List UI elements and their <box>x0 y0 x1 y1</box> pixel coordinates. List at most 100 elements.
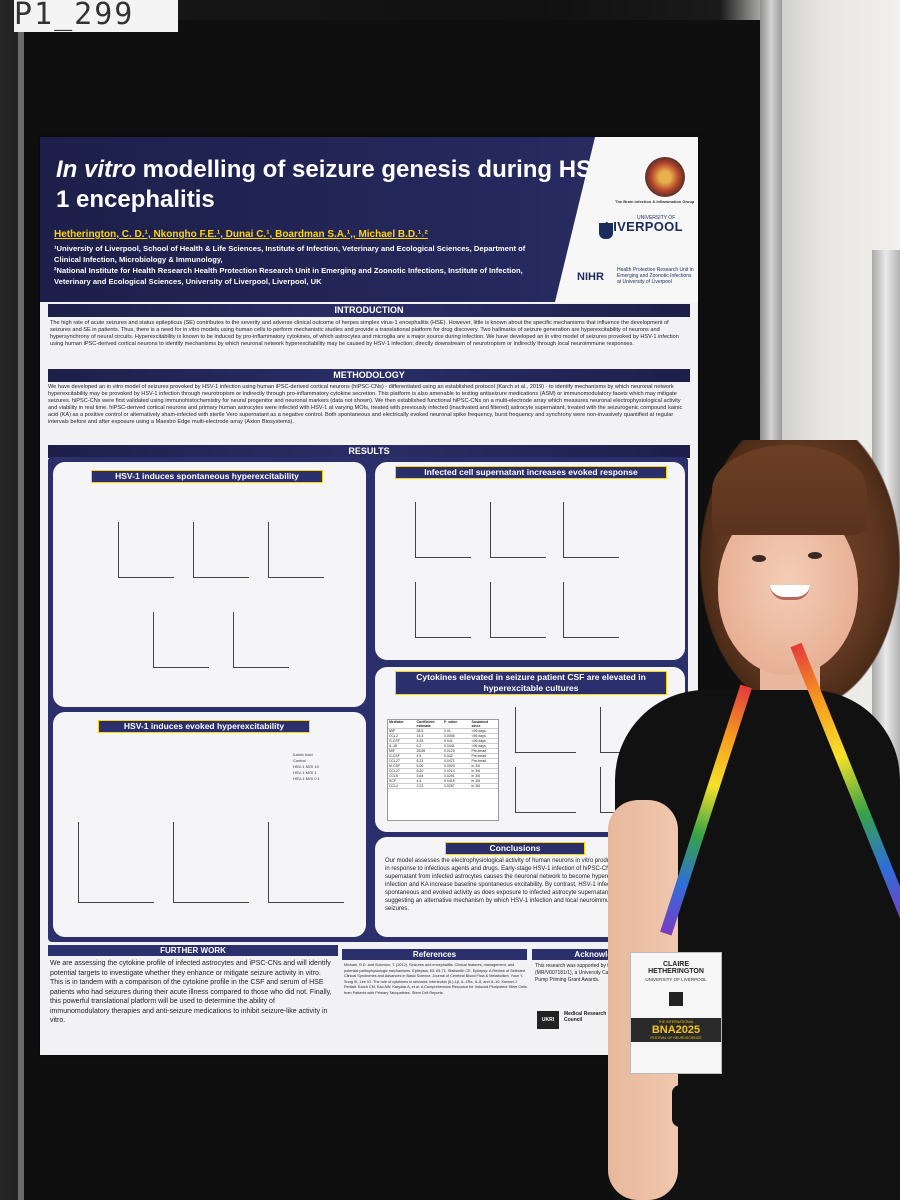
burst-frequency-chart <box>153 612 209 668</box>
left-eye-icon <box>752 555 766 562</box>
panel-evoked: HSV-1 induces evoked hyperexcitability K… <box>53 712 366 937</box>
evoked-chart-2 <box>173 822 249 903</box>
network-burst-chart <box>268 522 324 578</box>
poster: In vitro modelling of seizure genesis du… <box>40 137 698 1055</box>
table-cell: <96 days <box>471 739 486 743</box>
table-cell: CCL27 <box>389 769 400 773</box>
table-cell: 0.0929 <box>444 764 455 768</box>
evoked-legend: Kainic Acid Control HSV-1 MOI 10 HSV-1 M… <box>293 752 320 782</box>
table-row: CCL27 6.20 0.0214 in 3/6 <box>388 769 498 774</box>
table-cell: 8.23 <box>416 759 424 763</box>
table-cell: G-CSF <box>389 739 400 743</box>
legend-item: HSV-1 MOI 0.1 <box>293 776 320 781</box>
results-background: HSV-1 induces spontaneous hyperexcitabil… <box>48 457 688 942</box>
supernatant-chart-4 <box>415 582 471 638</box>
table-cell: 4.5 <box>416 754 422 758</box>
table-cell: Pre-tread <box>471 749 487 753</box>
table-row: G-CSF 4.5 0.042 Pre-tread <box>388 754 498 759</box>
evoked-chart-3 <box>268 822 344 903</box>
table-row: CCL27 8.23 0.0471 Pre-tread <box>388 759 498 764</box>
table-cell: 0.0006 <box>444 734 455 738</box>
qr-code-icon <box>669 992 683 1006</box>
synchrony-chart <box>233 612 289 668</box>
table-row: SCF 4.4 0.0415 in 3/6 <box>388 779 498 784</box>
table-cell: in 3/6 <box>471 769 481 773</box>
name-badge: CLAIRE HETHERINGTON UNIVERSITY OF LIVERP… <box>630 952 722 1074</box>
supernatant-chart-2 <box>490 502 546 558</box>
badge-event-small: THE INTERNATIONAL <box>658 1020 694 1024</box>
evoked-chart-1 <box>78 822 154 903</box>
smartwatch-icon <box>672 1085 702 1127</box>
table-row: IL-18 6.2 0.0441 <96 days <box>388 744 498 749</box>
supernatant-chart-5 <box>490 582 546 638</box>
introduction-heading: INTRODUCTION <box>48 304 690 317</box>
table-cell: 0.0214 <box>444 769 455 773</box>
table-row: CCL4 3.23 0.0287 in 3/6 <box>388 784 498 789</box>
table-row: MIP 28.5 0.01 <96 days <box>388 729 498 734</box>
table-cell: 0.01 <box>444 729 451 733</box>
university-logo-text: LIVERPOOL <box>605 219 683 234</box>
panel-cytokines-title: Cytokines elevated in seizure patient CS… <box>395 671 667 695</box>
table-row: Mediator Coefficient estimate P_value Susta… <box>388 720 498 729</box>
badge-name-last: HETHERINGTON <box>648 968 704 975</box>
table-cell: SCF <box>389 779 396 783</box>
table-cell: 0.0287 <box>444 784 455 788</box>
title-italic: In vitro <box>56 156 137 183</box>
mrc-logo-text: Medical Research Council <box>564 1011 607 1023</box>
table-cell: 0.042 <box>444 754 453 758</box>
table-cell: in 3/6 <box>471 774 481 778</box>
table-cell: CCL5 <box>389 774 398 778</box>
group-logo-text: The Brain Infection & Inflammation Group <box>615 199 695 204</box>
table-cell: 0.0129 <box>444 749 455 753</box>
table-row: MIF 28.89 0.0129 Pre-tread <box>388 749 498 754</box>
table-cell: Mediator <box>389 720 404 724</box>
table-cell: 0.0471 <box>444 759 455 763</box>
cytokine-table: Mediator Coefficient estimate P_value Susta… <box>387 719 499 821</box>
table-cell: in 3/6 <box>471 779 481 783</box>
supernatant-chart-6 <box>563 582 619 638</box>
table-cell: 6.2 <box>416 744 422 748</box>
table-cell: 0.0291 <box>444 774 455 778</box>
table-cell: Sustained since <box>471 720 489 728</box>
table-cell: 4.4 <box>416 779 422 783</box>
right-eye-icon <box>808 552 822 559</box>
table-cell: CCL27 <box>389 759 400 763</box>
references-text: Michael, B.D. and Solomon, T. (2012). Se… <box>344 963 527 995</box>
university-small-text: UNIVERSITY OF <box>637 215 676 221</box>
badge-event-banner: THE INTERNATIONAL BNA2025 FESTIVAL OF NE… <box>631 1018 721 1042</box>
further-work-text: We are assessing the cytokine profile of… <box>50 960 332 1024</box>
cytokine-chart-3 <box>515 767 576 813</box>
table-cell: 6.20 <box>416 769 424 773</box>
table-cell: <96 days <box>471 734 486 738</box>
methodology-text: We have developed an in vitro model of s… <box>48 384 683 425</box>
table-cell: 28.5 <box>416 729 424 733</box>
ukri-logo: UKRI <box>537 1011 559 1029</box>
conclusions-heading: Conclusions <box>445 842 585 855</box>
table-cell: MIF <box>389 749 396 753</box>
table-cell: 0.041 <box>444 739 453 743</box>
table-cell: Pre-tread <box>471 759 487 763</box>
table-cell: 15.3 <box>416 734 424 738</box>
panel-supernatant-title: Infected cell supernatant increases evok… <box>395 466 667 479</box>
table-cell: in 3/6 <box>471 764 481 768</box>
table-row: CCL2 15.3 0.0006 <96 days <box>388 734 498 739</box>
table-row: M-CSF 5.06 0.0929 in 3/6 <box>388 764 498 769</box>
spike-frequency-chart <box>193 522 249 578</box>
logo-area: The Brain Infection & Inflammation Group… <box>555 137 698 302</box>
legend-item: HSV-1 MOI 1 <box>293 770 317 775</box>
table-cell: CCL4 <box>389 784 398 788</box>
results-heading: RESULTS <box>48 445 690 458</box>
table-cell: 3.64 <box>416 774 424 778</box>
table-cell: 5.06 <box>416 764 424 768</box>
panel-spontaneous: HSV-1 induces spontaneous hyperexcitabil… <box>53 462 366 707</box>
table-cell: P_value <box>444 720 458 724</box>
badge-event-name: BNA2025 <box>651 1024 701 1036</box>
table-cell: IL-18 <box>389 744 397 748</box>
title-rest: modelling of seizure genesis during HSV-… <box>56 156 615 213</box>
university-shield-icon <box>599 223 613 239</box>
table-cell: <96 days <box>471 729 486 733</box>
legend-item: Control <box>293 758 306 763</box>
poster-title: In vitro modelling of seizure genesis du… <box>56 155 616 215</box>
references-heading: References <box>342 949 527 960</box>
table-cell: M-CSF <box>389 764 401 768</box>
